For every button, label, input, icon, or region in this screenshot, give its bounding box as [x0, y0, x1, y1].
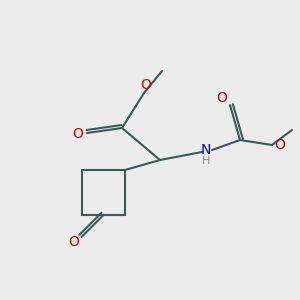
Text: N: N: [201, 143, 211, 157]
Text: O: O: [68, 235, 79, 249]
Text: O: O: [274, 138, 285, 152]
Text: O: O: [73, 127, 83, 141]
Text: O: O: [141, 78, 152, 92]
Text: H: H: [202, 156, 210, 166]
Text: O: O: [217, 91, 227, 105]
